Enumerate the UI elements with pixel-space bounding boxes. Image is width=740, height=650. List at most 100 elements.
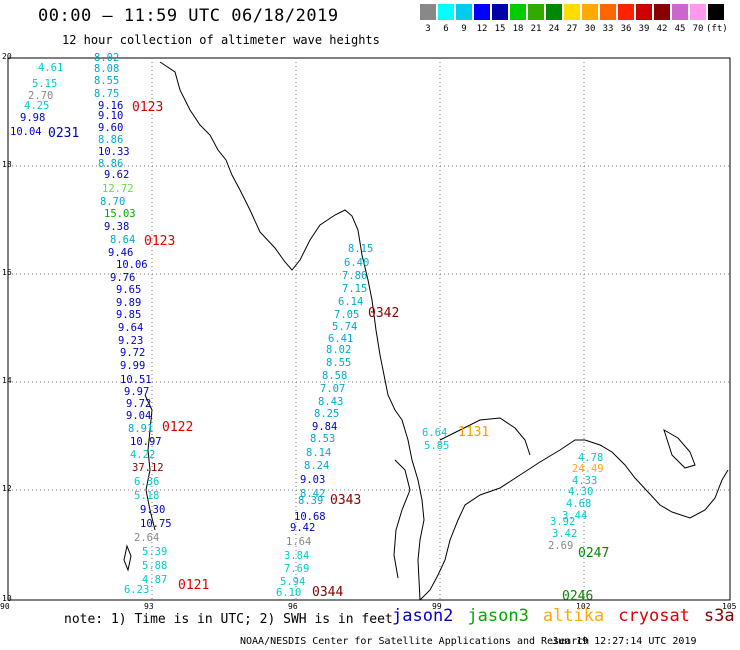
wave-height-value: 8.70 bbox=[100, 196, 126, 208]
scale-label: 9 bbox=[461, 24, 467, 34]
scale-label: 18 bbox=[512, 24, 524, 34]
scale-label: 27 bbox=[566, 24, 578, 34]
coastline bbox=[123, 61, 729, 601]
wave-height-value: 8.02 bbox=[326, 344, 352, 356]
latitude-label: 16 bbox=[2, 268, 12, 277]
scale-label: 39 bbox=[638, 24, 650, 34]
wave-height-value: 3.42 bbox=[552, 528, 578, 540]
scale-swatch bbox=[672, 4, 688, 20]
wave-height-value: 10.75 bbox=[140, 518, 172, 530]
wave-height-value: 9.10 bbox=[98, 110, 124, 122]
thai-cambodia-coast bbox=[584, 439, 729, 519]
pass-time-label: 0122 bbox=[162, 420, 194, 435]
pass-time-label: 0342 bbox=[368, 306, 400, 321]
scale-label: 42 bbox=[656, 24, 668, 34]
longitude-label: 99 bbox=[432, 602, 442, 611]
wave-height-value: 8.91 bbox=[128, 423, 154, 435]
inner-gulf-shore bbox=[439, 417, 531, 456]
wave-height-value: 4.33 bbox=[572, 475, 598, 487]
scale-swatch bbox=[474, 4, 490, 20]
pass-time-label: 0123 bbox=[132, 100, 164, 115]
scale-swatch bbox=[510, 4, 526, 20]
scale-swatch bbox=[708, 4, 724, 20]
pass-time-label: 0123 bbox=[144, 234, 176, 249]
pass-time-label: 0231 bbox=[48, 126, 80, 141]
wave-height-value: 9.60 bbox=[98, 122, 124, 134]
wave-height-value: 2.64 bbox=[134, 532, 160, 544]
scale-swatch bbox=[582, 4, 598, 20]
island-b bbox=[663, 428, 696, 469]
archipelago-mergui bbox=[393, 459, 411, 579]
wave-height-value: 7.07 bbox=[320, 383, 346, 395]
wave-height-value: 8.39 bbox=[298, 495, 324, 507]
scale-swatch bbox=[564, 4, 580, 20]
wave-height-value: 10.51 bbox=[120, 374, 152, 386]
wave-height-value: 8.55 bbox=[326, 357, 352, 369]
scale-label: 36 bbox=[620, 24, 632, 34]
wave-height-value: 8.42 bbox=[300, 488, 326, 500]
wave-height-value: 10.97 bbox=[130, 436, 162, 448]
longitude-label: 93 bbox=[144, 602, 154, 611]
latitude-label: 12 bbox=[2, 484, 12, 493]
longitude-label: 90 bbox=[0, 602, 10, 611]
scale-swatch bbox=[456, 4, 472, 20]
wave-height-value: 4.25 bbox=[24, 100, 50, 112]
wave-height-value: 4.22 bbox=[130, 449, 156, 461]
scale-label: 45 bbox=[674, 24, 686, 34]
wave-height-value: 8.14 bbox=[306, 447, 332, 459]
wave-height-value: 9.65 bbox=[116, 284, 142, 296]
scale-swatch bbox=[636, 4, 652, 20]
wave-height-value: 8.02 bbox=[94, 52, 120, 64]
scale-label: 70 bbox=[692, 24, 704, 34]
wave-height-value: 10.68 bbox=[294, 511, 326, 523]
wave-height-value: 10.04 bbox=[10, 126, 42, 138]
wave-height-value: 3.84 bbox=[284, 550, 310, 562]
wave-height-value: 3.44 bbox=[562, 510, 588, 522]
myanmar-bangladesh-coast bbox=[159, 61, 425, 601]
wave-height-value: 7.05 bbox=[334, 309, 360, 321]
pass-time-label: 0246 bbox=[562, 589, 594, 604]
wave-height-value: 9.16 bbox=[98, 100, 124, 112]
wave-height-value: 1.64 bbox=[286, 536, 312, 548]
wave-height-value: 9.76 bbox=[110, 272, 136, 284]
scale-swatch bbox=[492, 4, 508, 20]
wave-height-value: 6.64 bbox=[422, 427, 448, 439]
island-chain-a bbox=[144, 394, 156, 531]
scale-swatch bbox=[420, 4, 436, 20]
satellite-name-jason3: jason3 bbox=[467, 606, 529, 626]
wave-height-value: 9.89 bbox=[116, 297, 142, 309]
lat-lon-grid bbox=[8, 58, 730, 600]
wave-height-value: 9.23 bbox=[118, 335, 144, 347]
wave-height-value: 6.40 bbox=[344, 257, 370, 269]
wave-height-value: 9.64 bbox=[118, 322, 144, 334]
wave-height-value: 9.42 bbox=[290, 522, 316, 534]
scale-label: 3 bbox=[425, 24, 431, 34]
generation-timestamp: Jun 19 12:27:14 UTC 2019 bbox=[552, 636, 697, 647]
scale-label: 30 bbox=[584, 24, 596, 34]
wave-height-value: 6.23 bbox=[124, 584, 150, 596]
wave-height-value: 8.55 bbox=[94, 75, 120, 87]
wave-height-value: 10.06 bbox=[116, 259, 148, 271]
wave-height-value: 9.03 bbox=[300, 474, 326, 486]
scale-swatch bbox=[690, 4, 706, 20]
wave-height-value: 8.53 bbox=[310, 433, 336, 445]
wave-height-value: 6.10 bbox=[276, 587, 302, 599]
wave-height-value: 9.38 bbox=[104, 221, 130, 233]
wave-height-value: 8.86 bbox=[98, 158, 124, 170]
pass-time-label: 0247 bbox=[578, 546, 610, 561]
wave-height-value: 9.04 bbox=[126, 410, 152, 422]
pass-time-label: 0344 bbox=[312, 585, 344, 600]
pass-time-label: 1131 bbox=[458, 425, 490, 440]
latitude-label: 10 bbox=[2, 594, 12, 603]
scale-swatch bbox=[618, 4, 634, 20]
longitude-label: 105 bbox=[722, 602, 737, 611]
scale-label: 24 bbox=[548, 24, 560, 34]
scale-label: 33 bbox=[602, 24, 614, 34]
scale-label: 15 bbox=[494, 24, 506, 34]
map-title: 00:00 – 11:59 UTC 06/18/2019 bbox=[38, 6, 339, 26]
wave-height-value: 5.85 bbox=[424, 440, 450, 452]
wave-height-value: 8.43 bbox=[318, 396, 344, 408]
credit-line: NOAA/NESDIS Center for Satellite Applica… bbox=[240, 636, 590, 647]
wave-height-value: 7.69 bbox=[284, 563, 310, 575]
map-frame bbox=[7, 57, 731, 601]
